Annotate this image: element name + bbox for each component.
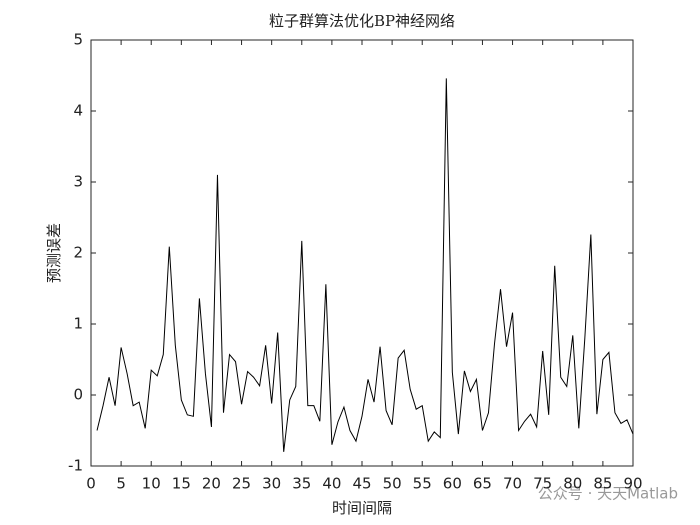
y-tick-label: -1 (68, 457, 83, 475)
x-tick-label: 75 (533, 475, 552, 493)
x-tick-label: 10 (142, 475, 161, 493)
x-tick-label: 45 (352, 475, 371, 493)
x-tick-label: 65 (473, 475, 492, 493)
x-tick-label: 40 (322, 475, 341, 493)
x-tick-label: 55 (413, 475, 432, 493)
x-tick-label: 60 (443, 475, 462, 493)
x-tick-label: 30 (262, 475, 281, 493)
y-tick-label: 1 (73, 315, 83, 333)
x-tick-label: 25 (232, 475, 251, 493)
x-tick-label: 70 (503, 475, 522, 493)
x-tick-label: 90 (623, 475, 642, 493)
x-tick-label: 80 (563, 475, 582, 493)
watermark: 公众号 · 天天Matlab (538, 485, 678, 503)
y-tick-label: 3 (73, 173, 83, 191)
chart-title: 粒子群算法优化BP神经网络 (269, 12, 455, 30)
y-tick-label: 0 (73, 386, 83, 404)
x-tick-label: 0 (86, 475, 96, 493)
y-tick-label: 5 (73, 31, 83, 49)
x-axis-label: 时间间隔 (332, 499, 392, 517)
x-tick-label: 20 (202, 475, 221, 493)
y-axis-label: 预测误差 (45, 223, 63, 283)
y-tick-label: 4 (73, 102, 83, 120)
x-tick-label: 50 (383, 475, 402, 493)
data-line (96, 78, 634, 452)
x-tick-label: 15 (172, 475, 191, 493)
x-tick-label: 85 (593, 475, 612, 493)
x-tick-label: 35 (292, 475, 311, 493)
x-tick-label: 5 (116, 475, 126, 493)
y-tick-label: 2 (73, 244, 83, 262)
